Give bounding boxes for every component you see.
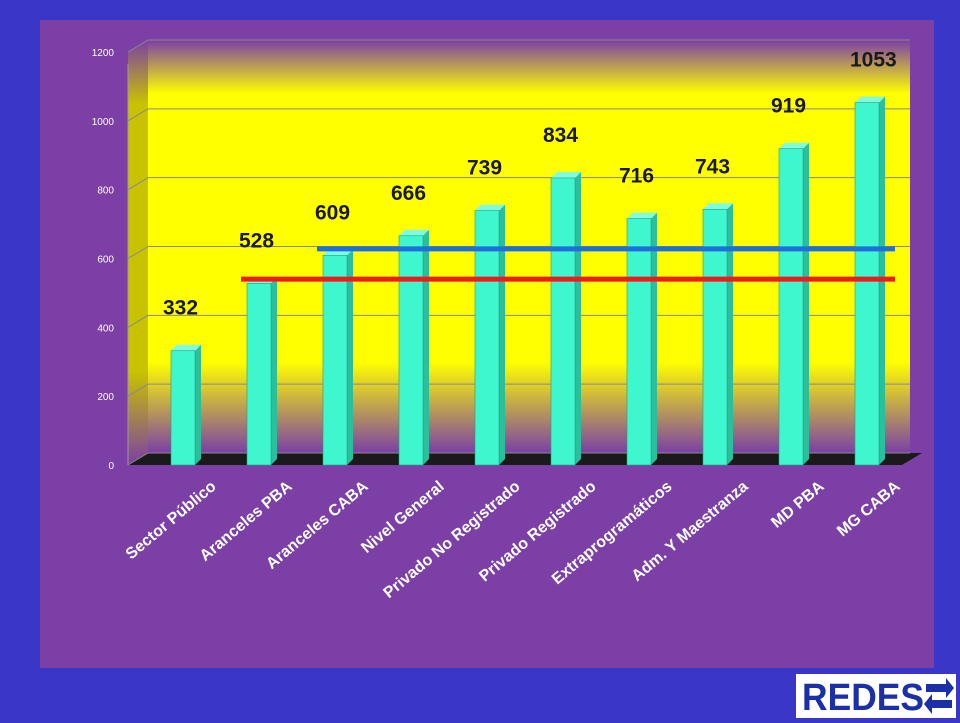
gridline-diagonal	[127, 177, 149, 191]
bar-side	[651, 212, 657, 465]
bar-front	[854, 102, 880, 466]
bar	[170, 344, 201, 466]
bar-side	[271, 277, 277, 465]
gridline-diagonal	[127, 246, 149, 259]
gridline-diagonal	[127, 314, 149, 328]
y-tick-label: 0	[108, 461, 114, 472]
redes-logo: REDES	[796, 674, 956, 719]
bar-side	[195, 344, 201, 465]
bar	[778, 142, 809, 466]
data-label: 528	[239, 229, 274, 252]
bar-front	[246, 282, 272, 466]
arrows-icon	[924, 678, 954, 714]
bar-top	[475, 204, 505, 211]
bar-side	[575, 171, 581, 465]
data-labels: 332 528 609 666 739 834 716 743 919 1053	[163, 49, 897, 320]
data-label: 609	[315, 201, 350, 224]
bar-front	[474, 210, 500, 466]
bar-side	[727, 203, 733, 465]
redes-logo-mark: REDES	[802, 677, 954, 719]
bar-side	[803, 142, 809, 466]
bar-front	[778, 148, 804, 466]
y-tick-label: 1000	[92, 117, 115, 128]
bar	[626, 212, 657, 466]
logo-text: REDES	[802, 677, 924, 718]
y-tick-label: 600	[97, 255, 114, 266]
gridline-diagonal	[127, 383, 149, 397]
data-label: 716	[619, 165, 654, 188]
bar-top	[551, 171, 581, 178]
bar-top	[171, 344, 201, 351]
data-label: 739	[467, 157, 502, 180]
bar-front	[626, 218, 652, 466]
bar-side	[347, 249, 353, 465]
bar-top	[779, 142, 809, 149]
gridline-diagonal	[127, 108, 149, 122]
data-label: 332	[163, 297, 198, 320]
bar-front	[170, 350, 196, 466]
bar-chart: 0 200 400 600 800 1000 1200 332 528 609 666 739 834…	[92, 39, 922, 602]
bar-side	[499, 204, 505, 465]
y-tick-label: 1200	[92, 48, 115, 59]
category-label: MG CABA	[834, 478, 904, 540]
reference-lines	[241, 246, 895, 282]
bar-top	[703, 203, 733, 210]
category-label: MD PBA	[768, 478, 828, 532]
y-tick-label: 200	[97, 392, 114, 403]
y-tick-label: 400	[97, 323, 114, 334]
data-label: 666	[391, 182, 426, 205]
data-label: 919	[771, 95, 806, 118]
gridline-diagonal	[127, 39, 149, 53]
bar-top	[627, 212, 657, 219]
category-label: Privado No Registrado	[381, 478, 524, 602]
bar-top	[855, 96, 885, 103]
bar-side	[423, 229, 429, 465]
bar	[474, 204, 505, 466]
data-label: 743	[695, 155, 730, 178]
bar	[702, 203, 733, 466]
bar	[246, 277, 277, 466]
bar-front	[702, 208, 728, 466]
data-label: 834	[543, 124, 578, 147]
slide-frame: 0 200 400 600 800 1000 1200 332 528 609 666 739 834…	[40, 20, 934, 668]
bar	[322, 249, 353, 466]
bar	[550, 171, 581, 466]
data-label: 1053	[850, 49, 897, 72]
bar-front	[322, 255, 348, 466]
bar-top	[399, 229, 429, 236]
y-tick-label: 800	[97, 186, 114, 197]
gridline-diagonal	[127, 452, 149, 466]
bars	[170, 96, 885, 466]
y-axis-ticks: 0 200 400 600 800 1000 1200	[92, 48, 115, 472]
bar-front	[550, 177, 576, 466]
bar	[398, 229, 429, 466]
bar-front	[398, 235, 424, 466]
